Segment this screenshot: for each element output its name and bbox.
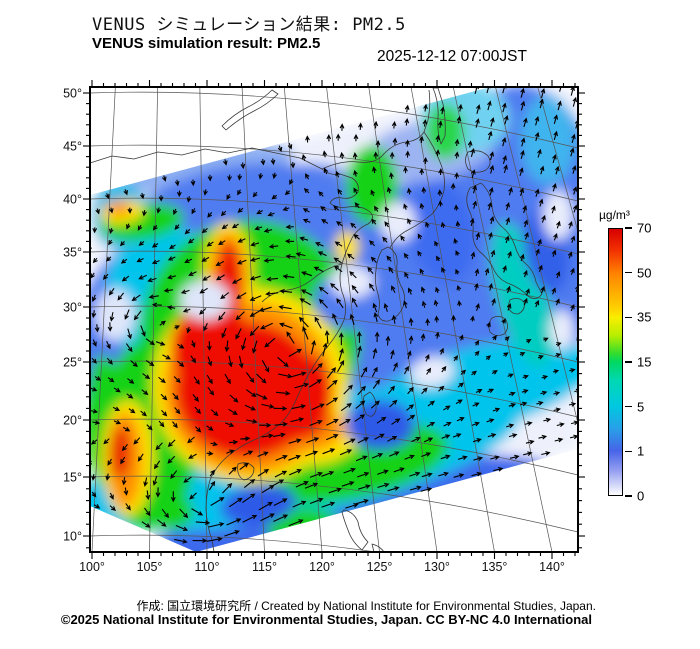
axis-labels: 100° 105° 110° 115° 120° 125° 130° 135° 140° 50° 4… <box>63 87 565 575</box>
wind-arrows-layer <box>90 87 578 544</box>
svg-text:135°: 135° <box>482 560 508 574</box>
svg-text:15°: 15° <box>63 471 82 485</box>
colorbar-tick <box>625 405 632 408</box>
axis-ticks <box>83 80 585 559</box>
svg-text:50°: 50° <box>63 87 82 101</box>
colorbar-tick <box>625 316 632 319</box>
colorbar-tick <box>625 450 632 453</box>
svg-text:120°: 120° <box>309 560 335 574</box>
svg-text:125°: 125° <box>367 560 393 574</box>
colorbar-tick <box>625 361 632 363</box>
svg-text:35°: 35° <box>63 246 82 260</box>
datetime-label: 2025-12-12 07:00JST <box>377 48 527 65</box>
footer-credit: 作成: 国立環境研究所 / Created by National Instit… <box>136 599 596 613</box>
svg-text:105°: 105° <box>137 560 163 574</box>
footer-copyright: ©2025 National Institute for Environment… <box>60 612 592 627</box>
colorbar-tick-label: 1 <box>637 443 645 459</box>
colorbar-tick-label: 70 <box>637 220 652 236</box>
coastline-layer <box>90 87 543 552</box>
colorbar-tick-label: 0 <box>637 488 645 504</box>
svg-text:10°: 10° <box>63 530 82 544</box>
svg-text:20°: 20° <box>63 414 82 428</box>
colorbar-tick <box>625 227 632 229</box>
page-title-english: VENUS simulation result: PM2.5 <box>92 35 321 52</box>
colorbar-unit-label: µg/m³ <box>599 208 630 222</box>
page-title-japanese: VENUS シミュレーション結果: PM2.5 <box>92 15 406 35</box>
colorbar <box>608 228 623 496</box>
svg-text:140°: 140° <box>539 560 565 574</box>
svg-text:25°: 25° <box>63 356 82 370</box>
colorbar-tick <box>625 271 632 274</box>
svg-text:100°: 100° <box>79 560 105 574</box>
colorbar-tick-label: 15 <box>637 354 652 370</box>
colorbar-tick-label: 35 <box>637 309 652 325</box>
svg-text:110°: 110° <box>195 560 220 574</box>
svg-text:30°: 30° <box>63 301 82 315</box>
svg-text:45°: 45° <box>63 140 82 154</box>
heatmap-layer <box>90 87 578 552</box>
svg-text:115°: 115° <box>252 560 277 574</box>
colorbar-tick-label: 5 <box>637 399 645 415</box>
svg-text:130°: 130° <box>424 560 450 574</box>
colorbar-tick <box>625 495 632 497</box>
colorbar-tick-label: 50 <box>637 265 652 281</box>
svg-text:40°: 40° <box>63 193 82 207</box>
